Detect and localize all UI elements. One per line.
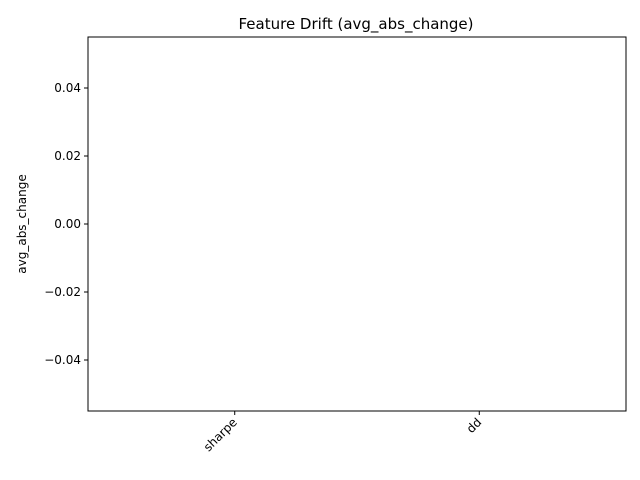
plot-area: −0.04 −0.02 0.00 0.02 0.04 sharpe dd — [44, 36, 627, 454]
axes-frame — [87, 36, 627, 412]
y-tick-label: 0.00 — [54, 217, 81, 231]
y-tick-label: −0.04 — [44, 353, 81, 367]
y-axis: −0.04 −0.02 0.00 0.02 0.04 — [44, 81, 88, 367]
y-tick-label: −0.02 — [44, 285, 81, 299]
y-tick-label: 0.02 — [54, 149, 81, 163]
y-axis-label: avg_abs_change — [15, 174, 29, 273]
x-tick-label-dd: dd — [464, 415, 485, 436]
chart-title: Feature Drift (avg_abs_change) — [238, 15, 473, 34]
x-axis: sharpe dd — [201, 411, 485, 454]
y-tick-label: 0.04 — [54, 81, 81, 95]
x-tick-label-sharpe: sharpe — [201, 415, 240, 454]
